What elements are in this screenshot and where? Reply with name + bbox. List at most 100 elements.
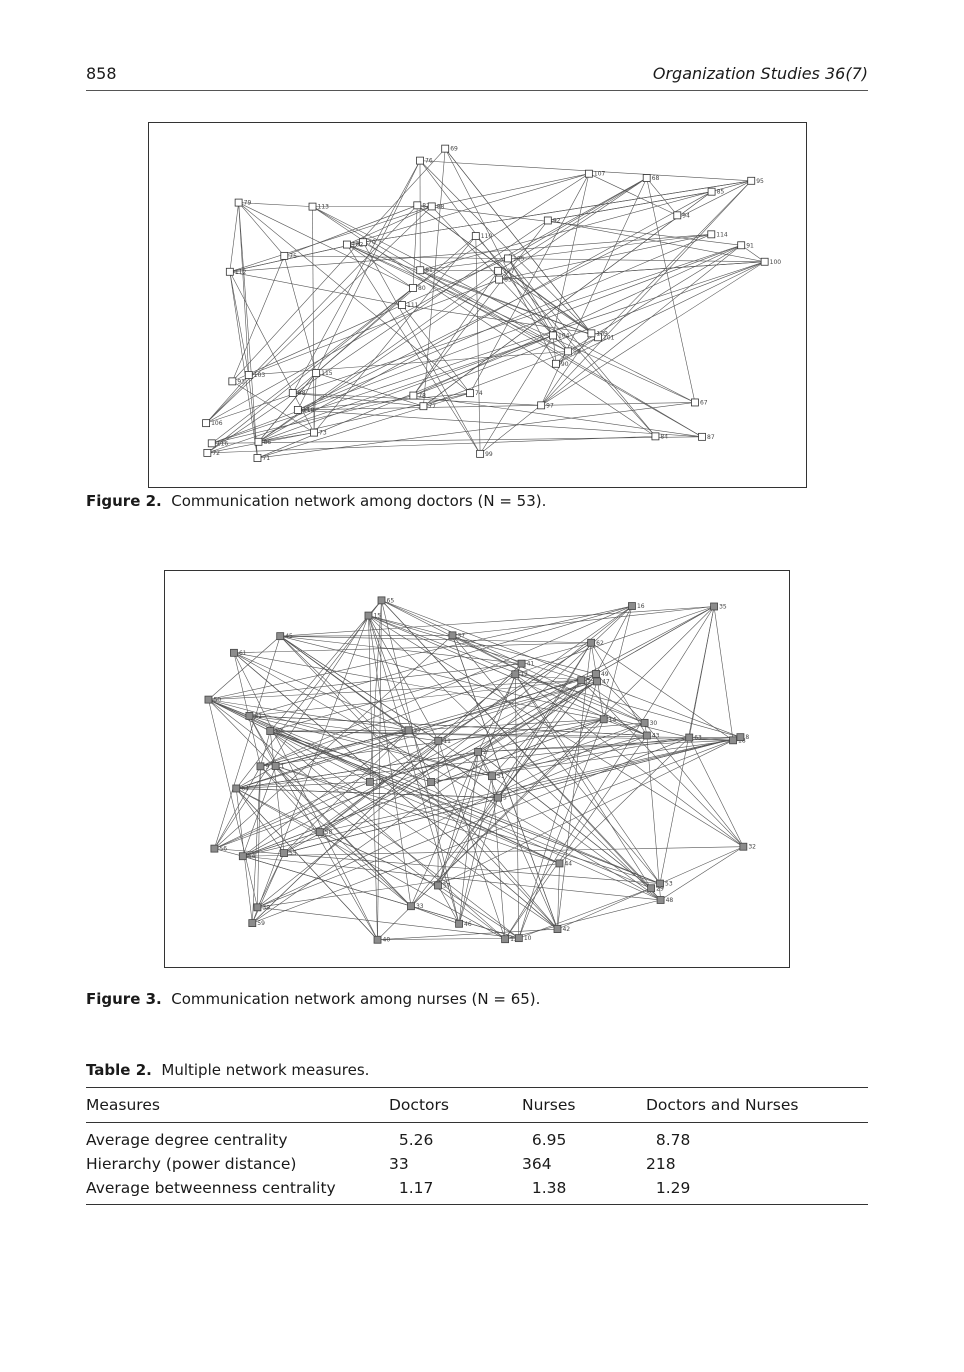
network-edge bbox=[233, 652, 604, 720]
node-label: 87 bbox=[707, 434, 715, 441]
network-node bbox=[312, 369, 321, 377]
network-edge bbox=[423, 148, 446, 407]
network-edge bbox=[236, 751, 479, 789]
network-edge bbox=[312, 206, 696, 403]
node-label: 81 bbox=[425, 267, 433, 274]
network-edge bbox=[437, 680, 582, 886]
network-node bbox=[253, 454, 262, 462]
network-edge bbox=[257, 392, 471, 459]
network-edge bbox=[249, 679, 582, 717]
node-label: 58 bbox=[325, 829, 333, 836]
network-edge bbox=[410, 673, 597, 907]
network-edge bbox=[297, 409, 703, 438]
node-label: 96 bbox=[573, 348, 581, 355]
network-edge bbox=[280, 635, 522, 664]
network-edge bbox=[270, 730, 734, 741]
network-edge bbox=[214, 766, 261, 849]
network-edge bbox=[238, 202, 258, 459]
network-node bbox=[238, 852, 247, 861]
network-node bbox=[288, 389, 297, 397]
network-edge bbox=[346, 244, 569, 352]
network-edge bbox=[232, 381, 315, 433]
network-edge bbox=[236, 788, 320, 833]
network-node bbox=[434, 881, 442, 890]
doctors-cell: 5.26 bbox=[389, 1131, 434, 1149]
network-node bbox=[543, 216, 552, 225]
network-nodes: 87 112 85 111 92 86 82 110 103 70 106 118 88 105 101 79… bbox=[202, 144, 781, 462]
network-node bbox=[656, 879, 664, 888]
network-edge bbox=[515, 673, 582, 681]
network-node bbox=[373, 935, 382, 944]
network-edge bbox=[283, 730, 409, 854]
node-label: 79 bbox=[244, 200, 252, 207]
network-edge bbox=[260, 718, 604, 767]
network-edge bbox=[368, 615, 378, 940]
network-node bbox=[685, 733, 694, 742]
network-node bbox=[364, 611, 373, 620]
nurses-network-graph: 6562187516136417259151213105716145860986… bbox=[204, 596, 756, 944]
network-node bbox=[248, 919, 257, 928]
network-edge bbox=[431, 737, 690, 783]
node-label: 10 bbox=[524, 935, 532, 942]
page-number: 858 bbox=[86, 64, 117, 83]
network-edge bbox=[540, 333, 592, 406]
column-header-doctors: Doctors bbox=[389, 1096, 449, 1114]
doctors-cell: 33 bbox=[389, 1155, 409, 1173]
network-edge bbox=[458, 751, 479, 924]
network-edge bbox=[477, 751, 558, 930]
network-edge bbox=[346, 244, 696, 403]
network-edge bbox=[208, 699, 520, 939]
network-node bbox=[276, 632, 285, 641]
node-label: 86 bbox=[263, 439, 271, 446]
network-edge bbox=[412, 173, 590, 289]
network-edge bbox=[540, 180, 752, 406]
network-edge bbox=[257, 335, 554, 459]
node-label: 115 bbox=[321, 370, 333, 377]
node-label: 61 bbox=[239, 650, 247, 657]
node-label: 101 bbox=[603, 334, 615, 341]
network-edge bbox=[270, 729, 409, 732]
network-edge bbox=[260, 729, 409, 767]
network-node bbox=[342, 240, 351, 249]
network-edge bbox=[292, 160, 421, 394]
node-label: 30 bbox=[650, 720, 658, 727]
network-node bbox=[271, 762, 280, 770]
node-label: 53 bbox=[665, 881, 673, 888]
network-node bbox=[228, 377, 237, 386]
network-node bbox=[553, 925, 562, 933]
network-edge bbox=[368, 615, 412, 907]
network-edge bbox=[275, 765, 506, 940]
network-edge bbox=[211, 395, 414, 444]
network-edge bbox=[248, 279, 500, 376]
network-edge bbox=[252, 766, 261, 924]
network-edge bbox=[595, 673, 645, 724]
node-label: 55 bbox=[289, 850, 297, 857]
network-edge bbox=[242, 719, 604, 857]
network-edge bbox=[233, 652, 409, 731]
node-label: 76 bbox=[425, 158, 433, 165]
network-edge bbox=[688, 737, 744, 847]
network-edge bbox=[236, 681, 598, 789]
network-edge bbox=[249, 715, 493, 777]
network-edge bbox=[438, 740, 506, 940]
network-node bbox=[245, 711, 254, 720]
network-node bbox=[202, 419, 211, 428]
network-edge bbox=[275, 681, 598, 767]
network-edge bbox=[491, 722, 645, 777]
network-node bbox=[651, 432, 660, 441]
network-edge bbox=[437, 885, 460, 924]
network-edge bbox=[420, 180, 752, 271]
node-label: 84 bbox=[660, 433, 668, 440]
node-label: 27 bbox=[414, 727, 422, 734]
network-edge bbox=[479, 335, 554, 455]
node-label: 3 bbox=[586, 677, 590, 684]
network-edge bbox=[242, 855, 661, 901]
network-edge bbox=[479, 245, 742, 455]
node-label: 9 bbox=[265, 763, 269, 770]
node-label: 114 bbox=[716, 231, 728, 238]
node-label: 14 bbox=[609, 716, 617, 723]
both-cell: 1.29 bbox=[646, 1179, 691, 1197]
network-node bbox=[592, 670, 600, 678]
network-edge bbox=[229, 234, 712, 273]
network-node bbox=[234, 198, 243, 207]
